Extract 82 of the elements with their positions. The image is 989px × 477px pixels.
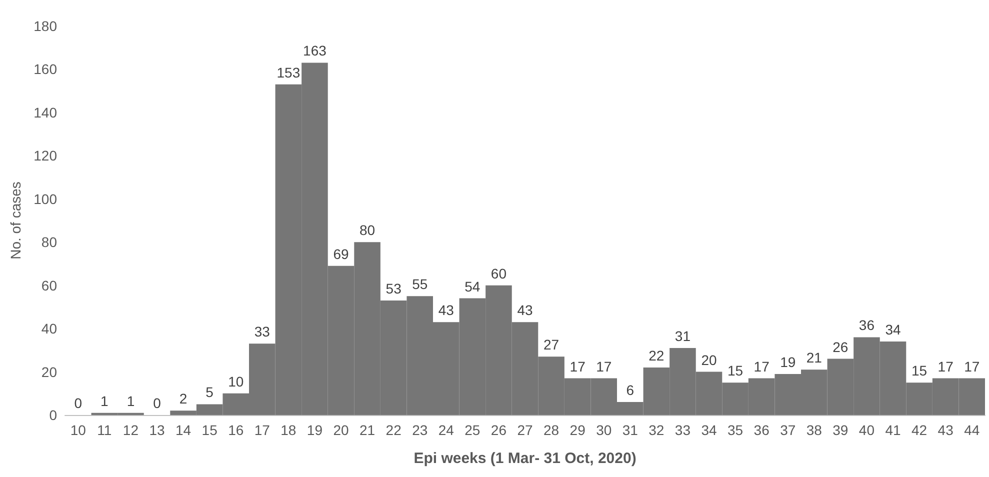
data-label: 60 (490, 265, 507, 282)
y-tick-label: 60 (41, 277, 58, 294)
x-tick-label: 36 (754, 422, 770, 438)
y-axis-title: No. of cases (8, 182, 24, 260)
data-label: 15 (727, 362, 744, 379)
x-tick-label: 29 (570, 422, 586, 438)
data-label: 10 (228, 373, 244, 390)
x-tick-label: 40 (858, 422, 875, 438)
x-tick-label: 27 (517, 422, 533, 438)
data-label: 2 (179, 390, 188, 407)
x-tick-label: 42 (911, 422, 928, 438)
data-label: 33 (254, 324, 270, 340)
data-label: 17 (570, 358, 586, 374)
x-tick-label: 20 (333, 422, 349, 438)
y-tick-label: 180 (34, 18, 58, 34)
x-tick-label: 15 (202, 422, 218, 438)
x-tick-label: 34 (701, 422, 717, 438)
data-label: 43 (438, 302, 454, 318)
y-tick-label: 120 (34, 148, 58, 164)
data-label: 0 (74, 395, 82, 411)
x-tick-label: 19 (306, 422, 323, 438)
x-tick-label: 26 (490, 422, 507, 438)
x-tick-label: 16 (228, 422, 244, 438)
y-tick-label: 140 (34, 104, 58, 120)
data-label: 22 (648, 347, 664, 364)
x-tick-label: 44 (964, 422, 980, 438)
x-tick-label: 22 (386, 422, 402, 438)
data-label: 1 (100, 392, 109, 409)
x-tick-label: 43 (938, 422, 954, 438)
data-label: 53 (386, 280, 402, 296)
data-label: 43 (517, 302, 533, 318)
x-tick-label: 23 (412, 422, 428, 438)
x-tick-label: 18 (280, 422, 296, 438)
data-label: 69 (333, 246, 349, 262)
x-tick-label: 32 (648, 422, 664, 438)
x-tick-label: 13 (149, 422, 165, 438)
data-label: 21 (806, 350, 822, 366)
y-tick-label: 20 (41, 364, 58, 380)
x-tick-label: 30 (596, 422, 612, 438)
data-label: 17 (754, 358, 770, 374)
x-tick-label: 21 (359, 422, 376, 438)
x-tick-label: 14 (175, 422, 192, 438)
x-axis-title: Epi weeks (1 Mar- 31 Oct, 2020) (414, 450, 636, 467)
y-tick-label: 160 (34, 61, 58, 78)
data-label: 6 (626, 382, 634, 398)
data-label: 80 (359, 222, 376, 238)
data-label: 163 (303, 42, 327, 59)
data-label: 34 (885, 322, 901, 338)
x-tick-label: 37 (780, 422, 796, 438)
data-label: 20 (701, 352, 717, 368)
y-tick-label: 40 (41, 320, 58, 337)
x-tick-label: 17 (254, 422, 270, 438)
x-tick-label: 11 (97, 422, 112, 438)
data-label: 17 (938, 358, 954, 374)
x-tick-label: 39 (832, 422, 848, 438)
data-label: 36 (858, 317, 875, 334)
x-tick-label: 25 (464, 422, 480, 438)
data-label: 54 (464, 278, 480, 294)
x-tick-label: 28 (543, 422, 560, 438)
x-tick-label: 10 (70, 422, 86, 438)
x-tick-label: 24 (438, 422, 454, 438)
data-label: 19 (780, 354, 796, 370)
data-label: 27 (543, 336, 560, 353)
x-tick-label: 41 (885, 422, 901, 438)
data-label: 15 (911, 362, 928, 379)
x-tick-label: 31 (622, 422, 638, 438)
data-label: 17 (596, 358, 612, 374)
data-label: 55 (412, 276, 428, 292)
x-tick-label: 35 (727, 422, 744, 438)
x-tick-label: 33 (674, 422, 691, 438)
data-label: 31 (674, 328, 691, 344)
data-label: 26 (832, 338, 848, 355)
data-label: 5 (206, 384, 214, 400)
y-tick-label: 80 (41, 234, 58, 250)
y-tick-label: 100 (34, 190, 58, 207)
x-tick-label: 12 (122, 422, 139, 438)
data-label: 153 (276, 64, 300, 80)
data-label: 0 (153, 395, 162, 411)
y-tick-label: 0 (49, 407, 58, 423)
x-tick-label: 38 (806, 422, 822, 438)
data-label: 1 (126, 392, 135, 409)
data-label: 17 (964, 358, 980, 374)
